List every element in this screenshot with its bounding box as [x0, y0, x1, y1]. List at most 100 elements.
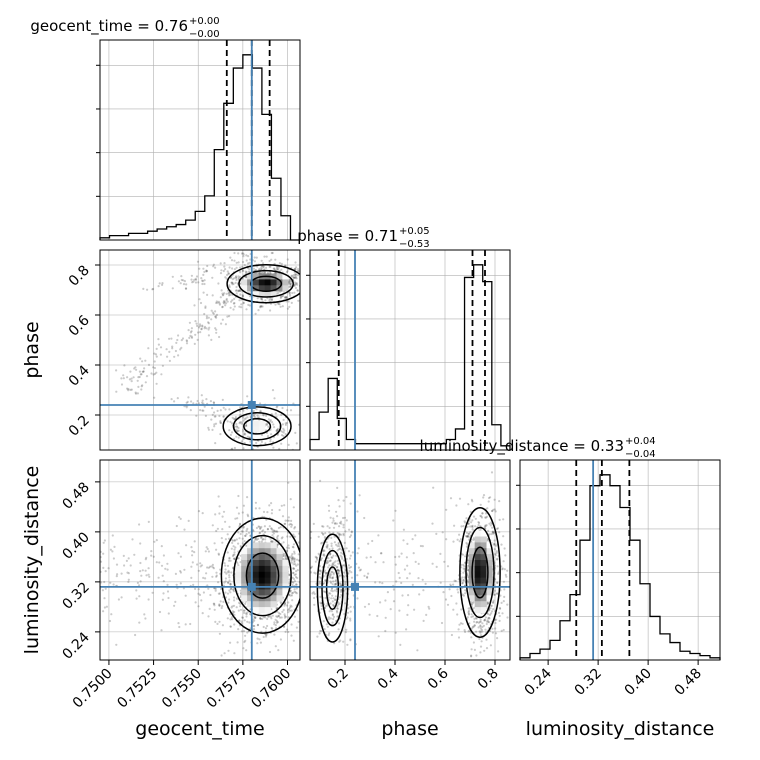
sample-point-1-2	[456, 588, 459, 591]
sample-point-0-2	[252, 628, 256, 631]
sample-point-0-1	[231, 281, 234, 284]
sample-point-1-2	[332, 615, 336, 619]
sample-point-0-1	[289, 282, 292, 285]
sample-point-1-2	[474, 525, 477, 528]
sample-point-1-2	[460, 608, 463, 611]
sample-point-1-2	[475, 654, 478, 657]
sample-point-1-2	[331, 594, 334, 597]
xtick-label-phase: 0.4	[375, 665, 402, 692]
sample-point-0-1	[262, 271, 265, 274]
sample-point-1-2	[323, 554, 326, 557]
sample-point-0-1	[303, 427, 305, 429]
density-cell-1-2	[474, 577, 481, 584]
sample-point-0-2	[246, 513, 249, 516]
sample-point-0-2	[243, 619, 246, 622]
sample-point-0-2	[249, 612, 252, 616]
sample-point-0-2	[228, 598, 231, 601]
density-cell-0-2	[276, 589, 283, 596]
sample-point-1-2	[345, 495, 348, 499]
sample-point-0-2	[293, 557, 296, 560]
sample-point-0-1	[285, 296, 288, 299]
density-cell-0-1	[282, 285, 289, 292]
sample-point-0-2	[221, 541, 224, 544]
sample-point-1-2	[307, 566, 309, 568]
density-cell-0-2	[252, 607, 260, 614]
sample-point-0-2	[267, 615, 271, 618]
sample-point-0-2	[162, 592, 165, 595]
sample-point-0-1	[139, 357, 142, 360]
sample-point-1-2	[481, 622, 484, 625]
sample-point-1-2	[476, 620, 479, 624]
sample-point-1-2	[323, 569, 326, 572]
sample-point-0-2	[264, 635, 268, 638]
density-cell-0-2	[258, 560, 265, 567]
sample-point-1-2	[322, 550, 325, 553]
sample-point-1-2	[366, 576, 369, 579]
sample-point-0-1	[222, 269, 225, 273]
sample-point-0-1	[235, 285, 238, 289]
sample-point-0-2	[239, 532, 242, 536]
sample-point-0-2	[260, 525, 263, 529]
sample-point-0-1	[233, 425, 236, 428]
sample-point-0-1	[159, 346, 163, 349]
sample-point-0-1	[185, 340, 189, 343]
sample-point-0-2	[280, 616, 283, 619]
sample-point-0-2	[232, 545, 235, 548]
sample-point-0-2	[242, 525, 245, 528]
sample-point-1-2	[349, 554, 352, 557]
sample-point-0-1	[273, 267, 276, 270]
sample-point-0-2	[179, 582, 182, 585]
sample-point-0-2	[279, 526, 282, 529]
sample-point-0-1	[237, 289, 240, 293]
sample-point-0-1	[246, 262, 250, 265]
density-cell-1-2	[480, 554, 487, 561]
density-cell-0-2	[252, 554, 260, 561]
sample-point-0-1	[191, 281, 194, 284]
sample-point-0-2	[245, 612, 248, 615]
sample-point-0-1	[205, 398, 208, 401]
sample-point-0-1	[233, 259, 236, 262]
sample-point-0-1	[201, 279, 204, 282]
sample-point-0-2	[136, 581, 139, 585]
sample-point-0-1	[222, 415, 225, 418]
sample-point-0-2	[283, 604, 286, 607]
sample-point-1-2	[344, 588, 347, 591]
density-cell-0-1	[252, 273, 260, 280]
sample-point-1-2	[334, 560, 337, 563]
sample-point-1-2	[496, 637, 499, 640]
sample-point-0-1	[246, 435, 249, 438]
sample-point-0-1	[135, 368, 138, 371]
sample-point-0-1	[295, 277, 298, 280]
sample-point-0-1	[231, 281, 234, 284]
sample-point-1-2	[325, 573, 328, 576]
sample-point-1-2	[486, 507, 489, 510]
sample-point-0-1	[245, 259, 248, 262]
sample-point-0-2	[289, 594, 292, 597]
sample-point-0-1	[265, 423, 268, 426]
density-cell-0-2	[247, 595, 254, 602]
sample-point-0-1	[190, 278, 193, 281]
density-cell-1-2	[486, 560, 493, 567]
sample-point-1-2	[326, 625, 329, 628]
sample-point-1-2	[475, 630, 478, 633]
sample-point-0-2	[254, 616, 257, 619]
sample-point-0-2	[315, 517, 317, 519]
sample-point-0-2	[271, 534, 274, 537]
sample-point-0-1	[271, 251, 274, 255]
sample-point-0-1	[204, 306, 207, 309]
sample-point-0-2	[140, 574, 143, 577]
sample-point-1-2	[491, 631, 494, 634]
sample-point-0-2	[276, 621, 279, 624]
sample-point-0-2	[290, 609, 293, 612]
sample-point-1-2	[307, 589, 309, 591]
sample-point-1-2	[330, 556, 333, 559]
sample-point-0-1	[303, 295, 305, 297]
density-cell-0-2	[270, 554, 277, 561]
sample-point-0-1	[219, 433, 222, 436]
sample-point-1-2	[329, 602, 332, 605]
sample-point-0-1	[202, 267, 205, 270]
sample-point-0-1	[171, 287, 174, 290]
sample-point-0-1	[245, 271, 248, 274]
sample-point-1-2	[328, 526, 331, 530]
sample-point-0-2	[144, 617, 147, 620]
